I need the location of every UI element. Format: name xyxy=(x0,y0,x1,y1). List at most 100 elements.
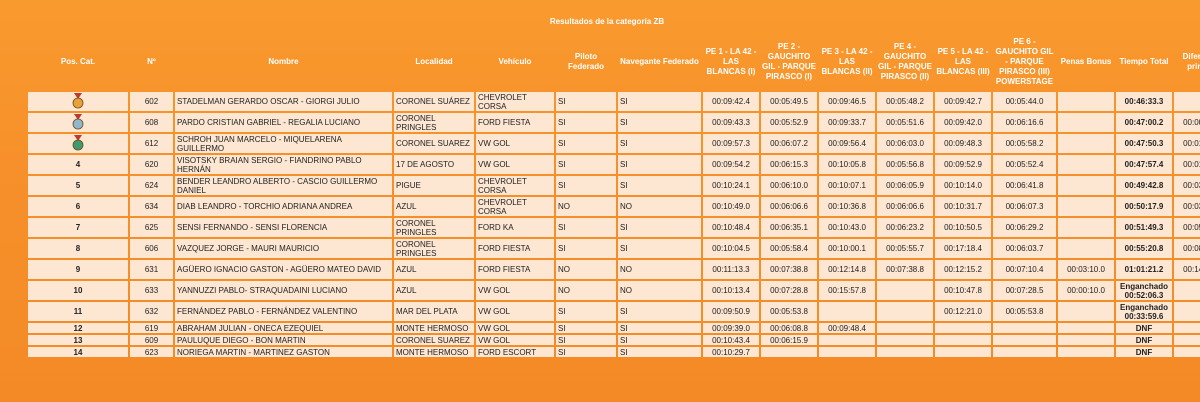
cell-name: DIAB LEANDRO - TORCHIO ADRIANA ANDREA xyxy=(175,197,392,216)
cell-pf: SI xyxy=(556,218,616,237)
cell-pe6: 00:05:52.4 xyxy=(993,155,1056,174)
cell-pe5: 00:17:18.4 xyxy=(935,239,991,258)
cell-pe3: 00:09:48.4 xyxy=(819,323,875,333)
cell-loc: AZUL xyxy=(394,197,474,216)
table-row: 6 634 DIAB LEANDRO - TORCHIO ADRIANA ANDRE… xyxy=(28,197,1200,216)
cell-pf: NO xyxy=(556,260,616,279)
table-row: 602 STADELMAN GERARDO OSCAR - GIORGI JULI… xyxy=(28,92,1200,111)
cell-pe2: 00:07:28.8 xyxy=(761,281,817,300)
cell-nf: SI xyxy=(618,218,701,237)
cell-pe4: 00:06:06.6 xyxy=(877,197,933,216)
cell-diff: 00:00:26.9 xyxy=(1174,113,1200,132)
cell-penas: 00:00:10.0 xyxy=(1058,281,1114,300)
cell-penas xyxy=(1058,302,1114,321)
cell-pe1: 00:10:49.0 xyxy=(703,197,759,216)
cell-total: 00:47:00.2 xyxy=(1116,113,1172,132)
cell-name: FERNÁNDEZ PABLO - FERNÁNDEZ VALENTINO xyxy=(175,302,392,321)
cell-pe4 xyxy=(877,323,933,333)
cell-pe3: 00:09:56.4 xyxy=(819,134,875,153)
cell-nf: SI xyxy=(618,335,701,345)
table-row: 5 624 BENDER LEANDRO ALBERTO - CASCIO GUIL… xyxy=(28,176,1200,195)
cell-nf: SI xyxy=(618,323,701,333)
cell-penas xyxy=(1058,92,1114,111)
cell-pe2: 00:06:15.9 xyxy=(761,335,817,345)
header-navegante-federado: Navegante Federado xyxy=(620,57,699,66)
cell-pe1: 00:10:24.1 xyxy=(703,176,759,195)
table-row: 8 606 VAZQUEZ JORGE - MAURI MAURICIO CORONE… xyxy=(28,239,1200,258)
cell-pe5: 00:10:31.7 xyxy=(935,197,991,216)
cell-pf: SI xyxy=(556,113,616,132)
cell-loc: AZUL xyxy=(394,281,474,300)
cell-total: 00:50:17.9 xyxy=(1116,197,1172,216)
cell-pe1: 00:09:57.3 xyxy=(703,134,759,153)
cell-veh: CHEVROLET CORSA xyxy=(476,92,554,111)
cell-loc: MONTE HERMOSO xyxy=(394,347,474,357)
cell-pos xyxy=(28,113,128,132)
cell-pe3: 00:09:46.5 xyxy=(819,92,875,111)
cell-total: DNF xyxy=(1116,347,1172,357)
cell-pe3: 00:12:14.8 xyxy=(819,260,875,279)
cell-pe2: 00:05:58.4 xyxy=(761,239,817,258)
cell-pos: 13 xyxy=(28,335,128,345)
cell-pe3: 00:10:07.1 xyxy=(819,176,875,195)
silver-medal-icon xyxy=(71,113,85,129)
cell-name: STADELMAN GERARDO OSCAR - GIORGI JULIO xyxy=(175,92,392,111)
cell-pe5: 00:10:14.0 xyxy=(935,176,991,195)
cell-pf: SI xyxy=(556,302,616,321)
cell-loc: CORONEL PRINGLES xyxy=(394,218,474,237)
header-diferencia: Diferencia primero xyxy=(1182,52,1200,71)
cell-num: 620 xyxy=(130,155,173,174)
cell-pe6: 00:06:07.3 xyxy=(993,197,1056,216)
cell-pe2: 00:06:06.6 xyxy=(761,197,817,216)
cell-name: BENDER LEANDRO ALBERTO - CASCIO GUILLERM… xyxy=(175,176,392,195)
cell-loc: PIGUE xyxy=(394,176,474,195)
cell-diff: - xyxy=(1174,347,1200,357)
cell-pe6: 00:05:53.8 xyxy=(993,302,1056,321)
cell-pe1: 00:10:13.4 xyxy=(703,281,759,300)
cell-num: 612 xyxy=(130,134,173,153)
header-penas-bonus: Penas Bonus xyxy=(1060,57,1112,66)
cell-pe2: 00:06:07.2 xyxy=(761,134,817,153)
cell-pos: 7 xyxy=(28,218,128,237)
cell-veh: VW GOL xyxy=(476,281,554,300)
table-row: 4 620 VISOTSKY BRAIAN SERGIO - FIANDRINO P… xyxy=(28,155,1200,174)
cell-pe2: 00:05:49.5 xyxy=(761,92,817,111)
cell-nf: SI xyxy=(618,302,701,321)
cell-name: PARDO CRISTIAN GABRIEL - REGALIA LUCIANO xyxy=(175,113,392,132)
cell-veh: FORD ESCORT xyxy=(476,347,554,357)
cell-pe6: 00:05:58.2 xyxy=(993,134,1056,153)
cell-veh: FORD KA xyxy=(476,218,554,237)
cell-nf: SI xyxy=(618,92,701,111)
cell-num: 606 xyxy=(130,239,173,258)
cell-pe3 xyxy=(819,347,875,357)
cell-veh: FORD FIESTA xyxy=(476,113,554,132)
cell-pe5: 00:10:50.5 xyxy=(935,218,991,237)
cell-nf: SI xyxy=(618,347,701,357)
cell-pe1: 00:09:54.2 xyxy=(703,155,759,174)
cell-pos: 8 xyxy=(28,239,128,258)
table-row: 13 609 PAULUQUE DIEGO - BON MARTIN CORONEL … xyxy=(28,335,1200,345)
cell-pe2: 00:05:52.9 xyxy=(761,113,817,132)
cell-pos: 5 xyxy=(28,176,128,195)
cell-veh: CHEVROLET CORSA xyxy=(476,197,554,216)
header-pe3: PE 3 - LA 42 - LAS BLANCAS (II) xyxy=(821,47,873,76)
cell-pf: NO xyxy=(556,281,616,300)
cell-pe4 xyxy=(877,281,933,300)
cell-num: 625 xyxy=(130,218,173,237)
cell-pe4: 00:06:05.9 xyxy=(877,176,933,195)
cell-loc: CORONEL PRINGLES xyxy=(394,113,474,132)
cell-pe5 xyxy=(935,347,991,357)
cell-name: ABRAHAM JULIAN - ONECA EZEQUIEL xyxy=(175,323,392,333)
cell-pe3 xyxy=(819,335,875,345)
table-row: 9 631 AGÜERO IGNACIO GASTON - AGÜERO MATEO… xyxy=(28,260,1200,279)
cell-loc: MAR DEL PLATA xyxy=(394,302,474,321)
cell-pe5 xyxy=(935,335,991,345)
cell-nf: NO xyxy=(618,260,701,279)
bronze-medal-icon xyxy=(71,134,85,150)
cell-pe5: 00:09:42.0 xyxy=(935,113,991,132)
cell-pe6: 00:07:28.5 xyxy=(993,281,1056,300)
gold-medal-icon xyxy=(71,92,85,108)
cell-name: VISOTSKY BRAIAN SERGIO - FIANDRINO PABLO… xyxy=(175,155,392,174)
cell-num: 608 xyxy=(130,113,173,132)
cell-pe6: 00:06:29.2 xyxy=(993,218,1056,237)
